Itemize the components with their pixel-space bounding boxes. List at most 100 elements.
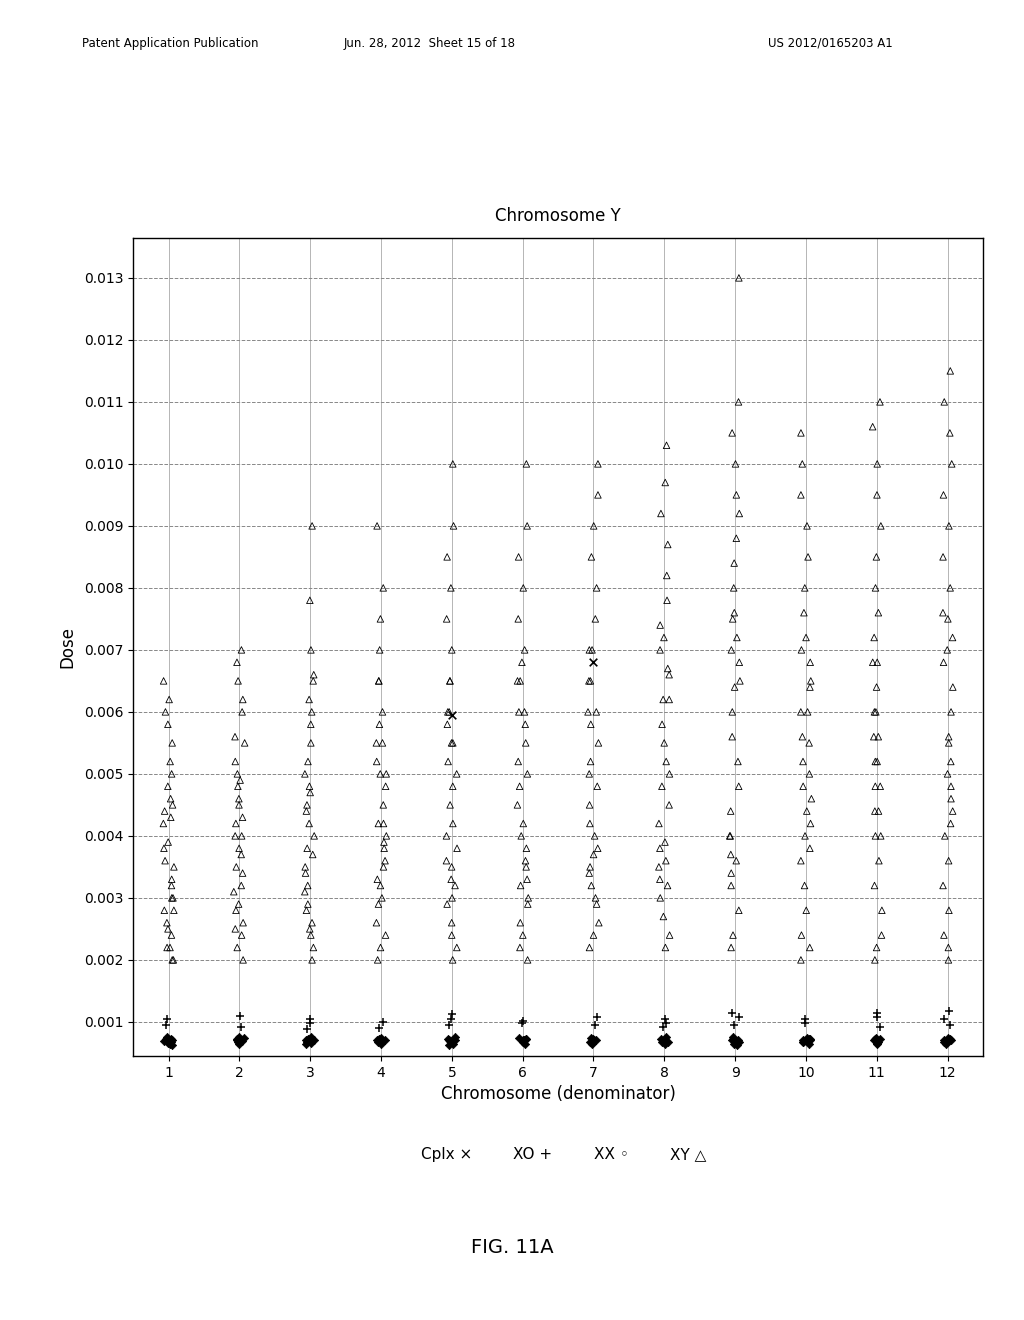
Point bbox=[802, 1030, 818, 1051]
Point bbox=[516, 701, 532, 722]
Point bbox=[510, 751, 526, 772]
Point bbox=[443, 869, 460, 890]
Point bbox=[438, 609, 455, 630]
Point bbox=[306, 825, 323, 846]
Point bbox=[229, 1031, 246, 1052]
Point bbox=[378, 776, 394, 797]
Point bbox=[866, 949, 883, 970]
Point bbox=[870, 726, 887, 747]
Point bbox=[442, 1008, 459, 1030]
Point bbox=[943, 701, 959, 722]
Point bbox=[868, 484, 885, 506]
Point bbox=[230, 788, 247, 809]
Point bbox=[301, 919, 317, 940]
Point bbox=[587, 1015, 603, 1036]
Point bbox=[233, 825, 250, 846]
Point bbox=[372, 763, 388, 784]
Point bbox=[654, 1031, 671, 1052]
Point bbox=[373, 937, 389, 958]
Point bbox=[515, 1010, 531, 1031]
Point bbox=[164, 949, 180, 970]
Text: US 2012/0165203 A1: US 2012/0165203 A1 bbox=[768, 37, 893, 50]
Point bbox=[441, 1031, 458, 1052]
Point bbox=[730, 1030, 746, 1051]
Point bbox=[586, 843, 602, 865]
Point bbox=[590, 733, 606, 754]
Point bbox=[370, 813, 386, 834]
Point bbox=[653, 1028, 670, 1049]
Point bbox=[301, 776, 317, 797]
Point bbox=[370, 949, 386, 970]
Point bbox=[518, 838, 535, 859]
Point bbox=[872, 825, 889, 846]
Point bbox=[372, 609, 388, 630]
Legend: Cplx ×, XO +, XX ◦, XY △: Cplx ×, XO +, XX ◦, XY △ bbox=[403, 1142, 713, 1168]
Point bbox=[797, 1012, 813, 1034]
Point bbox=[656, 832, 673, 853]
Point bbox=[298, 1030, 314, 1051]
Point bbox=[234, 807, 251, 828]
Point bbox=[583, 751, 599, 772]
Point bbox=[657, 473, 674, 494]
Point bbox=[303, 1032, 319, 1053]
Point bbox=[231, 1030, 248, 1051]
Point bbox=[871, 1016, 888, 1038]
Point bbox=[939, 1031, 955, 1052]
Point bbox=[230, 671, 247, 692]
Point bbox=[867, 577, 884, 598]
Point bbox=[519, 894, 536, 915]
Point bbox=[519, 763, 536, 784]
Point bbox=[443, 1005, 460, 1026]
Point bbox=[583, 875, 599, 896]
Point bbox=[443, 857, 460, 878]
Point bbox=[865, 726, 882, 747]
Point bbox=[438, 850, 455, 871]
Point bbox=[304, 515, 321, 536]
Point bbox=[509, 795, 525, 816]
Point bbox=[227, 900, 244, 921]
Point bbox=[793, 422, 809, 444]
Point bbox=[795, 776, 811, 797]
Point bbox=[943, 776, 959, 797]
Point bbox=[163, 1028, 179, 1049]
Point bbox=[659, 657, 676, 678]
Point bbox=[723, 875, 739, 896]
Point bbox=[297, 857, 313, 878]
Point bbox=[722, 825, 738, 846]
Point bbox=[725, 924, 741, 945]
Point bbox=[869, 1006, 886, 1027]
Point bbox=[372, 639, 388, 660]
Point bbox=[442, 577, 459, 598]
Point bbox=[378, 924, 394, 945]
Point bbox=[657, 1027, 674, 1048]
Point bbox=[937, 825, 953, 846]
Point bbox=[793, 484, 809, 506]
Point bbox=[943, 453, 959, 474]
Point bbox=[728, 850, 744, 871]
Point bbox=[803, 671, 819, 692]
Point bbox=[724, 1030, 740, 1051]
Point bbox=[159, 1027, 175, 1048]
Point bbox=[651, 838, 668, 859]
Point bbox=[939, 763, 955, 784]
Point bbox=[371, 894, 387, 915]
Point bbox=[589, 1006, 605, 1027]
Point bbox=[162, 937, 178, 958]
Point bbox=[301, 1008, 317, 1030]
Text: Patent Application Publication: Patent Application Publication bbox=[82, 37, 258, 50]
Point bbox=[940, 609, 956, 630]
Point bbox=[371, 671, 387, 692]
Point bbox=[659, 533, 676, 554]
Point bbox=[940, 726, 956, 747]
Point bbox=[165, 795, 181, 816]
Point bbox=[449, 838, 465, 859]
Point bbox=[156, 1031, 172, 1052]
Point bbox=[163, 875, 179, 896]
Point bbox=[374, 887, 390, 908]
Point bbox=[798, 627, 814, 648]
Point bbox=[731, 503, 748, 524]
Point bbox=[873, 900, 890, 921]
Point bbox=[438, 825, 455, 846]
Point bbox=[868, 677, 885, 698]
Point bbox=[511, 701, 527, 722]
